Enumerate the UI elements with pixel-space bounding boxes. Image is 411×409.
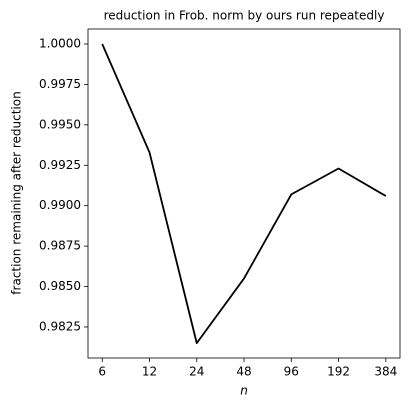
x-tick-label: 24 [189, 365, 204, 379]
plot-frame [87, 28, 401, 359]
x-tick-label: 6 [98, 365, 106, 379]
y-axis-label: fraction remaining after reduction [10, 91, 24, 294]
x-tick-label: 48 [236, 365, 251, 379]
y-tick-label: 0.9925 [39, 158, 81, 172]
y-tick-label: 0.9825 [39, 319, 81, 333]
x-tick-label: 192 [327, 365, 350, 379]
y-tick-label: 0.9975 [39, 77, 81, 91]
y-tick-label: 0.9850 [39, 279, 81, 293]
y-tick-label: 1.0000 [39, 37, 81, 51]
data-line [101, 43, 387, 345]
y-tick-label: 0.9875 [39, 239, 81, 253]
y-tick-label: 0.9950 [39, 117, 81, 131]
x-tick-label: 384 [374, 365, 397, 379]
x-axis-label: n [240, 384, 248, 398]
chart-title: reduction in Frob. norm by ours run repe… [104, 9, 385, 23]
x-tick-label: 12 [142, 365, 157, 379]
x-tick-label: 96 [284, 365, 299, 379]
y-tick-label: 0.9900 [39, 198, 81, 212]
